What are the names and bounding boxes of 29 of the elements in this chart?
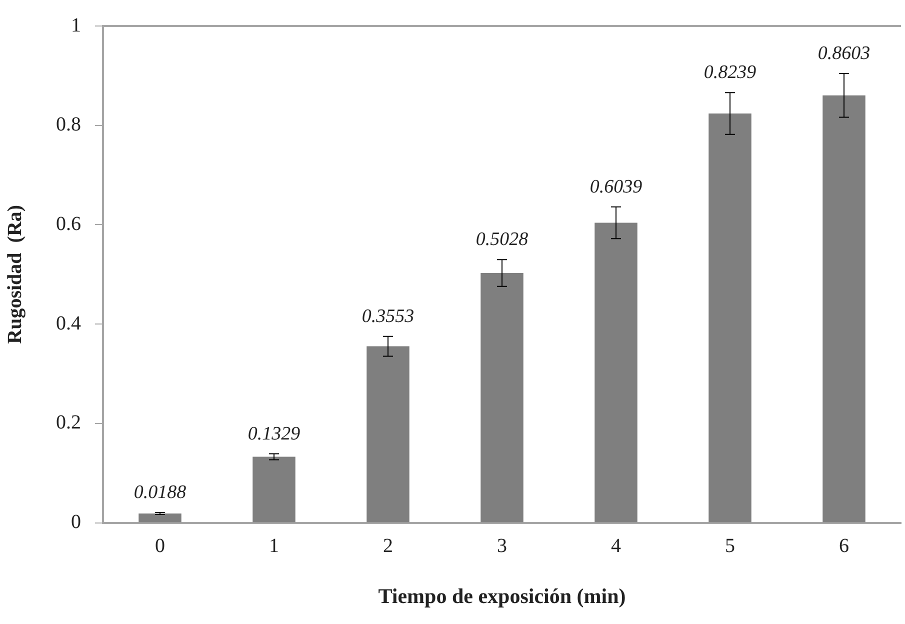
- x-tick-label: 4: [611, 535, 621, 558]
- x-tick-label: 2: [383, 535, 393, 558]
- data-label: 0.3553: [362, 306, 414, 327]
- x-tick-label: 5: [725, 535, 735, 558]
- data-label: 0.5028: [476, 229, 529, 250]
- x-tick-label: 6: [839, 535, 849, 558]
- data-label: 0.8603: [818, 43, 870, 64]
- y-tick-label: 0: [71, 511, 81, 534]
- y-tick-label: 0.6: [56, 212, 81, 235]
- x-tick-label: 3: [497, 535, 507, 558]
- bar: [480, 273, 524, 522]
- y-axis-title: Rugosidad (Ra): [4, 204, 26, 344]
- x-tick-label: 1: [269, 535, 279, 558]
- bar: [594, 222, 638, 522]
- data-label: 0.1329: [248, 423, 301, 444]
- data-label: 0.6039: [590, 176, 643, 198]
- y-tick-label: 0.2: [56, 412, 81, 434]
- bar: [138, 513, 182, 522]
- y-tick-label: 0.8: [56, 114, 81, 136]
- bar: [252, 456, 296, 522]
- data-label: 0.0188: [134, 482, 187, 503]
- bar: [366, 346, 410, 522]
- x-axis-title: Tiempo de exposición (min): [378, 584, 626, 608]
- x-tick-label: 0: [155, 535, 165, 558]
- y-tick-label: 1: [71, 14, 81, 36]
- y-tick-label: 0.4: [56, 312, 81, 334]
- bar: [708, 113, 752, 522]
- bar: [822, 95, 866, 522]
- data-label: 0.8239: [704, 62, 757, 84]
